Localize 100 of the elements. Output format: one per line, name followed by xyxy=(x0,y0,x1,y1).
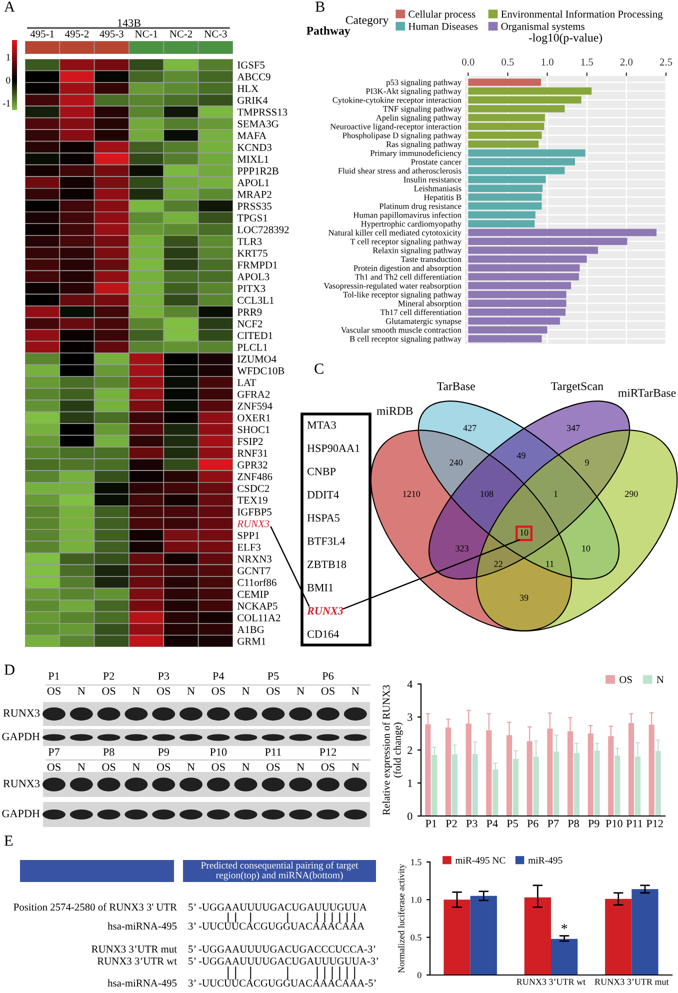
category-label: hsa-miRNA-495 xyxy=(108,922,177,930)
text: 10 xyxy=(520,530,528,536)
y-tick-label: 1.5 xyxy=(411,859,422,866)
y-tick-label: SHOC1 xyxy=(238,426,270,434)
y-tick-label: PRR9 xyxy=(237,308,262,316)
y-tick-label: Leishmaniasis xyxy=(414,185,462,192)
text: 5’ -UGGAAUUUUGACUGACCCUCCA-3’ xyxy=(188,946,376,953)
y-tick-label: TMPRSS13 xyxy=(237,108,288,116)
text: 11 xyxy=(546,560,554,567)
category-label: miRTarBase xyxy=(618,388,676,397)
category-label: P10 xyxy=(210,748,227,756)
color-bar-label: 0 xyxy=(6,76,10,84)
y-tick-label: RUNX3 xyxy=(237,520,270,528)
text: OS xyxy=(321,687,334,695)
x-tick-label: P10 xyxy=(606,820,622,828)
y-tick-label: 0 xyxy=(408,812,412,820)
text: CNBP xyxy=(307,468,336,476)
y-axis-title: Normalized luciferase activity xyxy=(398,864,406,973)
color-bar-label: 1 xyxy=(6,54,10,60)
y-tick-label: KRT75 xyxy=(237,250,268,257)
text: N xyxy=(296,763,304,771)
category-label: RUNX3 3’UTR mut xyxy=(92,946,177,953)
x-axis-title: -log10(p-value) xyxy=(528,33,602,44)
x-tick-label: 495-2 xyxy=(65,30,89,38)
y-tick-label: PITX3 xyxy=(237,285,266,292)
x-tick-label: P12 xyxy=(646,820,663,828)
y-tick-label: ABCC9 xyxy=(237,73,270,80)
text: 323 xyxy=(456,545,468,552)
y-tick-label: COL11A2 xyxy=(238,614,280,622)
text: ZBTB18 xyxy=(308,560,346,568)
text: OS xyxy=(212,763,225,771)
x-tick-label: NC-3 xyxy=(204,30,227,38)
y-tick-label: KCND3 xyxy=(237,144,272,151)
bar xyxy=(468,228,657,236)
y-tick-label: LAT xyxy=(237,379,256,386)
text: HSPA5 xyxy=(307,514,340,522)
text: OS xyxy=(102,763,116,771)
y-tick-label: GRIK4 xyxy=(238,96,268,104)
y-tick-label: Prostate cancer xyxy=(411,159,462,165)
y-tick-label: PI3K-Akt signaling pathway xyxy=(366,88,462,96)
x-tick-label: P9 xyxy=(588,820,600,828)
category-label: P4 xyxy=(212,672,224,680)
y-tick-label: Tol-like receptor signaling pathway xyxy=(343,292,462,300)
text: OS xyxy=(266,763,280,771)
y-tick-label: ELF3 xyxy=(237,544,260,551)
category-label: hsa-miRNA-495 xyxy=(108,979,177,987)
y-tick-label: Th17 cell differentiation xyxy=(380,309,462,316)
y-tick-label: GCNT7 xyxy=(238,567,270,574)
text: 39 xyxy=(520,594,528,601)
y-tick-label: TLR3 xyxy=(237,238,262,245)
text: 290 xyxy=(624,490,638,497)
category-label: RUNX3 3’UTR wt xyxy=(97,958,177,965)
text: 347 xyxy=(566,424,580,432)
y-tick-label: 0 xyxy=(417,972,422,978)
category-label: P9 xyxy=(158,748,170,756)
text: CD164 xyxy=(307,630,339,638)
annotation: * xyxy=(562,924,568,930)
y-tick-label: CSDC2 xyxy=(238,484,270,492)
text: 49 xyxy=(516,452,526,459)
text: N xyxy=(132,763,140,771)
category-label: P7 xyxy=(48,748,60,756)
text: OS xyxy=(156,763,170,771)
text: BTF3L4 xyxy=(307,537,346,545)
text: OS xyxy=(266,687,280,695)
x-axis-title: 143B xyxy=(118,19,140,27)
y-tick-label: NCKAP5 xyxy=(237,602,278,610)
text: N xyxy=(242,763,250,771)
category-label: P5 xyxy=(268,672,279,680)
category-label: GAPDH xyxy=(2,810,40,818)
y-tick-label: Apelin signaling pathway xyxy=(376,114,462,122)
category-label: RUNX3 xyxy=(3,780,40,788)
text: OS xyxy=(102,687,116,695)
y-tick-label: Insulin resistance xyxy=(404,176,462,182)
y-tick-label: GFRA2 xyxy=(238,390,270,398)
y-tick-label: Fluid shear stress and atherosclerosis xyxy=(338,168,462,174)
y-axis-title: Pathway xyxy=(306,26,350,38)
category-label: P3 xyxy=(158,672,170,680)
legend-label: Organismal systems xyxy=(501,22,584,32)
text: 240 xyxy=(450,459,463,466)
category-label: Position 2574-2580 of RUNX3 3' UTR xyxy=(14,903,177,911)
y-tick-label: p53 signaling pathway xyxy=(386,79,462,87)
y-tick-label: FSIP2 xyxy=(237,438,263,445)
y-tick-label: IGSF5 xyxy=(238,62,265,69)
x-tick-label: 2.5 xyxy=(660,58,672,66)
y-tick-label: Neuroactive ligand-receptor interaction xyxy=(330,124,462,132)
y-tick-label: ZNF594 xyxy=(238,402,272,410)
x-tick-label: 0.0 xyxy=(462,58,474,66)
y-tick-label: CCL3L1 xyxy=(238,296,274,304)
legend-label: N xyxy=(656,676,664,684)
y-tick-label: LOC728392 xyxy=(237,226,289,234)
text: OS xyxy=(156,687,170,695)
y-tick-label: APOL1 xyxy=(237,179,269,186)
legend-label: miR-495 NC xyxy=(455,857,506,864)
y-tick-label: WFDC10B xyxy=(237,367,284,374)
legend-label: Environmental Information Processing xyxy=(501,10,663,20)
y-tick-label: GPR32 xyxy=(238,461,268,468)
y-tick-label: TNF signaling pathway xyxy=(382,106,462,114)
text: BMI1 xyxy=(307,584,333,592)
y-tick-label: Vascular smooth muscle contraction xyxy=(341,326,462,333)
y-tick-label: Mineral absorption xyxy=(398,300,462,308)
